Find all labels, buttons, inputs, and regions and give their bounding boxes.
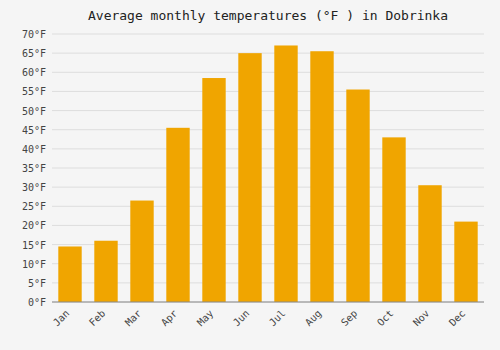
x-tick-label: Mar — [123, 308, 144, 329]
x-tick-label: Oct — [375, 308, 396, 329]
x-tick-label: May — [195, 308, 216, 329]
grid-line — [52, 34, 484, 35]
grid-line — [52, 168, 484, 169]
x-tick-label: Feb — [87, 308, 108, 329]
bar — [58, 246, 81, 302]
x-tick-label: Jul — [267, 308, 288, 329]
title: Average monthly temperatures (°F ) in Do… — [88, 8, 448, 23]
y-tick-label: 25°F — [22, 201, 46, 212]
bars — [58, 45, 477, 302]
bar — [310, 51, 333, 302]
grid-line — [52, 110, 484, 111]
x-tick-label: Jun — [231, 308, 252, 329]
x-tick-label: Jan — [51, 308, 72, 329]
x-axis: Jan Feb Mar Apr May Jun Jul Aug Sep Oct Nov Dec — [51, 302, 484, 328]
x-axis-line — [52, 302, 484, 303]
x-tick-label: Aug — [303, 308, 324, 329]
y-tick-label: 55°F — [22, 86, 46, 97]
grid-line — [52, 72, 484, 73]
bar — [382, 137, 405, 302]
grid-line — [52, 302, 484, 303]
y-tick-label: 30°F — [22, 182, 46, 193]
y-tick-label: 35°F — [22, 163, 46, 174]
grid-line — [52, 148, 484, 149]
chart: Average monthly temperatures (°F ) in Do… — [0, 0, 500, 350]
bar — [238, 53, 261, 302]
y-axis: 0°F 5°F 10°F 15°F 20°F 25°F 30°F 35°F 40°F 45°F 50… — [22, 29, 484, 308]
grid-line — [52, 91, 484, 92]
bar — [94, 241, 117, 302]
bar — [130, 201, 153, 302]
y-tick-label: 40°F — [22, 144, 46, 155]
y-tick-label: 10°F — [22, 259, 46, 270]
bar — [202, 78, 225, 302]
x-tick-label: Dec — [447, 308, 468, 329]
y-tick-label: 70°F — [22, 29, 46, 40]
y-tick-label: 0°F — [28, 297, 46, 308]
y-tick-label: 65°F — [22, 48, 46, 59]
y-tick-label: 15°F — [22, 240, 46, 251]
bar — [274, 45, 297, 302]
x-tick-label: Nov — [411, 308, 432, 329]
x-tick-label: Sep — [339, 308, 360, 329]
y-tick-label: 50°F — [22, 106, 46, 117]
grid-line — [52, 129, 484, 130]
y-tick-label: 20°F — [22, 220, 46, 231]
bar — [166, 128, 189, 302]
grid-line — [52, 53, 484, 54]
chart-container: Average monthly temperatures (°F ) in Do… — [0, 0, 500, 350]
y-tick-label: 5°F — [28, 278, 46, 289]
bar — [418, 185, 441, 302]
bar — [454, 222, 477, 302]
bar — [346, 90, 369, 302]
y-tick-label: 60°F — [22, 67, 46, 78]
y-tick-label: 45°F — [22, 125, 46, 136]
x-tick-label: Apr — [159, 308, 180, 329]
